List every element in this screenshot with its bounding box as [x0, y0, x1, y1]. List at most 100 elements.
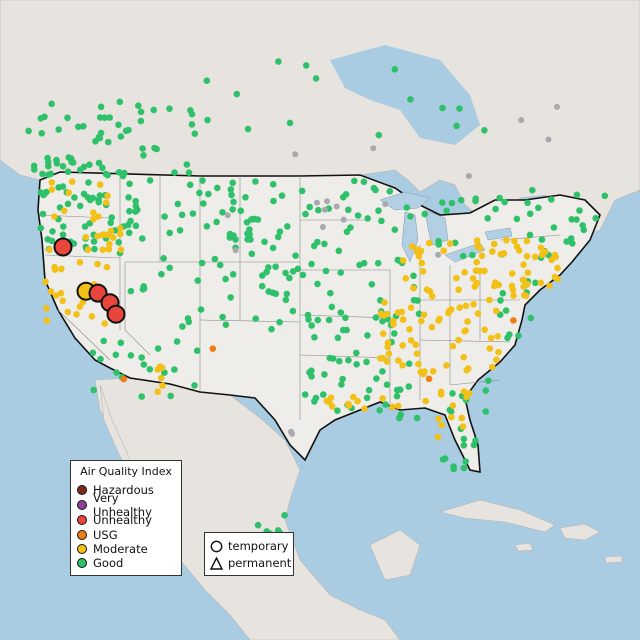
moderate-monitor: [464, 318, 471, 325]
good-monitor: [203, 223, 211, 230]
moderate-monitor: [460, 388, 468, 395]
good-monitor: [97, 355, 104, 363]
moderate-swatch-icon: [77, 544, 87, 554]
good-monitor: [48, 237, 56, 245]
good-monitor: [76, 202, 84, 210]
good-monitor: [354, 212, 362, 219]
good-monitor: [187, 107, 194, 114]
good-monitor: [301, 391, 309, 398]
good-monitor: [283, 290, 291, 298]
moderate-monitor: [42, 278, 49, 286]
good-monitor: [127, 287, 135, 295]
moderate-monitor: [418, 259, 426, 267]
good-monitor: [360, 259, 368, 267]
moderate-monitor: [399, 362, 406, 369]
good-monitor: [174, 200, 182, 208]
good-monitor: [272, 263, 279, 271]
good-monitor: [244, 125, 252, 133]
moderate-monitor: [449, 402, 457, 409]
moderate-monitor: [428, 323, 436, 331]
good-monitor: [226, 230, 234, 238]
good-monitor: [364, 215, 372, 222]
good-monitor: [379, 368, 386, 375]
good-monitor: [138, 354, 145, 361]
moderate-monitor: [489, 248, 496, 255]
good-monitor: [289, 307, 297, 315]
moderate-monitor: [524, 280, 531, 288]
good-monitor: [252, 178, 259, 185]
good-monitor: [154, 345, 162, 352]
moderate-monitor: [156, 363, 164, 371]
good-monitor: [414, 297, 421, 304]
moderate-monitor: [48, 179, 56, 186]
good-monitor: [137, 117, 145, 125]
moderate-monitor: [103, 263, 111, 271]
legend-item-hazardous: Hazardous: [77, 483, 154, 497]
legend-label: Hazardous: [93, 483, 154, 497]
moderate-monitor: [438, 421, 445, 429]
good-monitor: [219, 209, 226, 216]
good-monitor: [302, 62, 310, 69]
good-monitor: [306, 203, 314, 211]
moderate-monitor: [453, 274, 460, 282]
moderate-monitor: [43, 317, 51, 324]
moderate-monitor: [105, 246, 113, 253]
monitor-type-legend: temporary permanent: [204, 532, 294, 576]
good-monitor: [125, 194, 132, 201]
moderate-monitor: [90, 209, 97, 216]
moderate-monitor: [495, 281, 503, 289]
good-monitor: [335, 247, 343, 255]
lake-superior: [379, 191, 431, 211]
hazardous-swatch-icon: [77, 485, 87, 495]
good-monitor: [276, 228, 284, 235]
good-monitor: [80, 163, 88, 171]
moderate-monitor: [473, 279, 481, 287]
good-monitor: [394, 256, 402, 264]
moderate-monitor: [399, 257, 407, 264]
moderate-monitor: [449, 342, 457, 350]
good-monitor: [117, 133, 125, 140]
moderate-monitor: [494, 333, 502, 340]
good-monitor: [470, 441, 478, 449]
good-monitor: [126, 207, 133, 215]
good-monitor: [538, 236, 546, 243]
usg-monitor: [120, 375, 128, 383]
moderate-monitor: [519, 276, 527, 284]
good-monitor: [270, 197, 277, 205]
good-monitor: [443, 207, 450, 215]
good-monitor: [373, 375, 380, 382]
good-monitor: [563, 238, 570, 245]
legend-label: Moderate: [93, 542, 148, 556]
no-data-monitor: [435, 251, 442, 258]
good-monitor: [460, 464, 468, 472]
moderate-monitor: [511, 237, 518, 245]
good-monitor: [166, 229, 173, 237]
good-monitor: [140, 283, 147, 290]
moderate-monitor: [463, 393, 470, 401]
moderate-monitor: [379, 395, 386, 402]
good-monitor: [526, 210, 534, 218]
moderate-monitor: [429, 368, 437, 375]
moderate-monitor: [459, 423, 467, 430]
state-boundaries: [39, 176, 561, 420]
moderate-monitor: [469, 275, 477, 282]
good-monitor: [137, 108, 145, 116]
moderate-monitor: [495, 348, 502, 356]
good-monitor: [410, 272, 417, 280]
good-monitor: [274, 233, 282, 241]
legend-item-moderate: Moderate: [77, 542, 148, 556]
good-monitor: [191, 130, 199, 137]
good-monitor: [372, 186, 379, 194]
moderate-monitor: [419, 268, 427, 275]
good-monitor: [222, 321, 230, 329]
legend-item-good: Good: [77, 556, 123, 570]
good-monitor: [451, 239, 459, 247]
good-monitor: [462, 458, 470, 465]
good-monitor: [334, 407, 341, 415]
good-monitor: [497, 297, 504, 304]
unhealthy-swatch-icon: [77, 515, 87, 525]
good-monitor: [460, 435, 468, 443]
moderate-monitor: [443, 362, 450, 369]
good-monitor: [139, 235, 146, 242]
legend-label: USG: [93, 528, 118, 542]
